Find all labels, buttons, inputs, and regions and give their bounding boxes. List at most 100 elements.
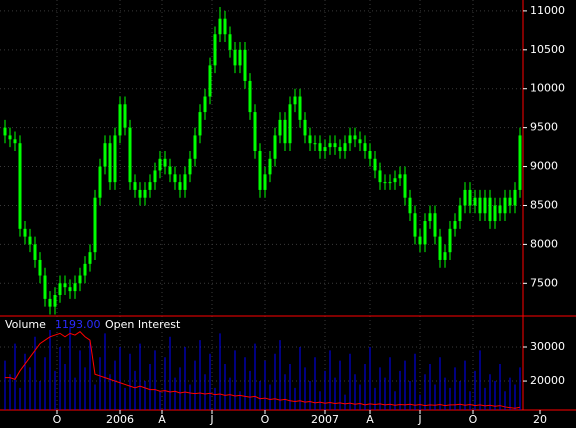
x-tick-label: O <box>261 413 270 426</box>
candle-body <box>433 213 437 237</box>
candle-body <box>283 119 287 144</box>
candle-body <box>233 49 237 66</box>
candle-body <box>208 65 212 97</box>
candle-body <box>343 143 347 151</box>
candle-body <box>198 112 202 136</box>
candle-body <box>128 127 132 183</box>
y-tick-label: 9000 <box>530 160 558 173</box>
x-tick-label: 2007 <box>311 413 339 426</box>
candle-body <box>298 96 302 120</box>
candle-body <box>483 197 487 214</box>
y-tick-label: 7500 <box>530 276 558 289</box>
candle-body <box>118 104 122 136</box>
candle-body <box>468 189 472 206</box>
x-tick-label: J <box>417 413 421 426</box>
candle-body <box>38 259 42 276</box>
candle-body <box>3 127 7 136</box>
candle-body <box>263 174 267 190</box>
candle-body <box>43 275 47 299</box>
candle-body <box>93 197 97 253</box>
candle-body <box>273 135 277 159</box>
candle-body <box>243 49 247 81</box>
candle-body <box>253 112 257 151</box>
candle-body <box>83 263 87 276</box>
candle-body <box>308 135 312 144</box>
candle-body <box>383 182 387 184</box>
candle-body <box>203 96 207 113</box>
x-tick-label: O <box>53 413 62 426</box>
candle-body <box>158 158 162 171</box>
candle-body <box>438 236 442 260</box>
candle-body <box>328 143 332 148</box>
candle-body <box>133 182 137 190</box>
x-tick-label: A <box>366 413 374 426</box>
candle-body <box>248 80 252 113</box>
candle-body <box>68 287 72 292</box>
candle-body <box>333 143 337 148</box>
candle-body <box>498 205 502 214</box>
candle-body <box>323 147 327 151</box>
candle-body <box>493 205 497 222</box>
y-tick-label: 20000 <box>530 374 565 387</box>
candle-body <box>148 182 152 190</box>
y-tick-label: 8000 <box>530 237 558 250</box>
candle-body <box>423 221 427 245</box>
candle-body <box>473 197 477 206</box>
candle-body <box>13 139 17 144</box>
candle-body <box>48 298 52 307</box>
x-tick-label: J <box>209 413 213 426</box>
candle-body <box>238 49 242 66</box>
candle-body <box>313 143 317 145</box>
candle-body <box>458 205 462 222</box>
open-interest-line <box>5 331 521 409</box>
candle-body <box>163 158 167 167</box>
candle-body <box>143 189 147 198</box>
candle-body <box>288 104 292 144</box>
candle-body <box>418 236 422 245</box>
candle-body <box>293 96 297 105</box>
candle-body <box>388 182 392 184</box>
candle-body <box>73 283 77 292</box>
candle-body <box>223 18 227 35</box>
candle-body <box>183 174 187 190</box>
candle-body <box>228 34 232 50</box>
candle-body <box>53 294 57 307</box>
candle-body <box>398 174 402 179</box>
candle-body <box>168 166 172 175</box>
candle-body <box>173 174 177 183</box>
candle-body <box>178 182 182 190</box>
y-tick-label: 11000 <box>530 4 565 17</box>
candle-body <box>393 178 397 183</box>
candle-body <box>18 143 22 229</box>
candle-body <box>378 170 382 183</box>
candle-body <box>403 174 407 198</box>
candle-body <box>518 135 522 190</box>
candle-body <box>488 197 492 222</box>
candle-body <box>448 228 452 253</box>
candle-body <box>513 189 517 206</box>
candle-body <box>78 275 82 284</box>
x-tick-label: O <box>469 413 478 426</box>
candle-body <box>138 189 142 198</box>
candle-body <box>108 143 112 183</box>
candle-body <box>363 143 367 151</box>
candle-body <box>348 135 352 144</box>
y-tick-label: 9500 <box>530 121 558 134</box>
candle-body <box>63 283 67 288</box>
candle-body <box>368 150 372 159</box>
candle-body <box>33 244 37 260</box>
candle-body <box>268 158 272 175</box>
x-tick-label: 2006 <box>106 413 134 426</box>
candle-body <box>98 166 102 198</box>
candle-body <box>373 158 377 171</box>
candle-body <box>113 135 117 183</box>
candle-body <box>103 143 107 167</box>
legend-readout: 1193.00 <box>55 318 101 331</box>
legend-volume: Volume <box>5 318 46 331</box>
candle-body <box>463 189 467 206</box>
candle-body <box>353 135 357 140</box>
candle-body <box>503 197 507 214</box>
candle-body <box>478 197 482 214</box>
candle-body <box>408 197 412 214</box>
